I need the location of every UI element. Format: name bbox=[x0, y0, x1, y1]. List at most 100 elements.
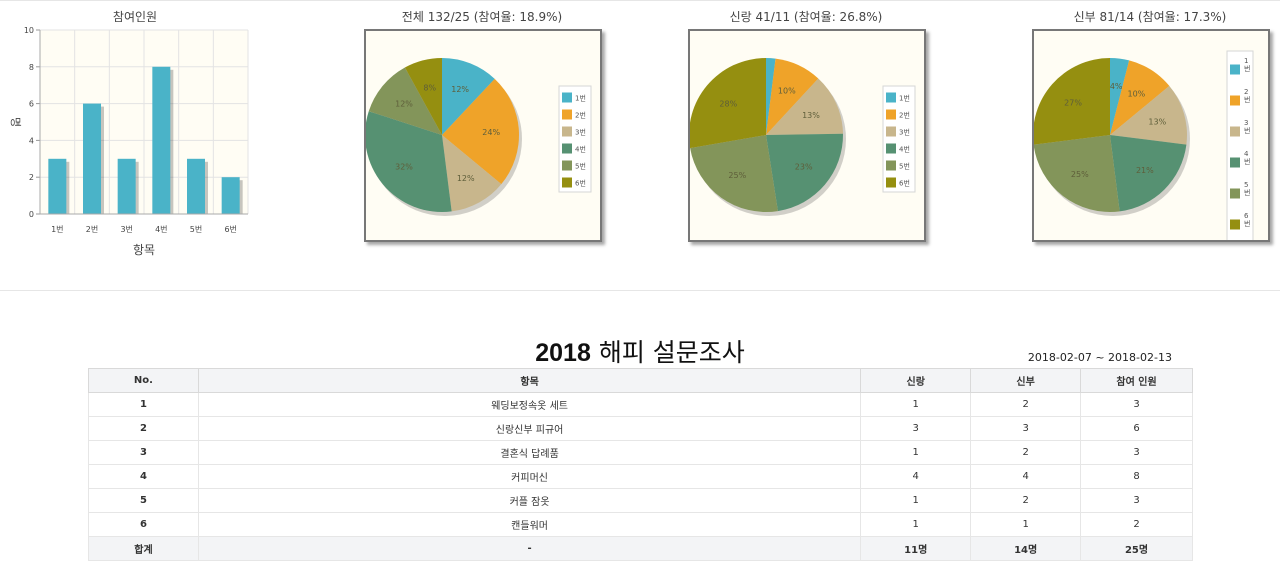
pie-chart-groom: 10% 13% 23% 25% 28% 1번 2번 3번 4번 5번 6번 bbox=[689, 58, 916, 216]
pie-slice bbox=[690, 135, 778, 212]
y-tick-label: 0 bbox=[29, 210, 34, 219]
x-tick-label: 4번 bbox=[155, 225, 167, 234]
legend-label: 4번 bbox=[899, 145, 910, 154]
header-groom: 신랑 bbox=[860, 368, 972, 393]
legend-swatch bbox=[562, 109, 572, 120]
table-row: 5 커플 잠옷 1 2 3 bbox=[88, 488, 1193, 513]
total-bride: 14명 bbox=[970, 536, 1082, 561]
row-groom: 1 bbox=[860, 512, 972, 537]
row-total: 6 bbox=[1080, 416, 1193, 441]
legend-label: 6번 bbox=[575, 179, 586, 188]
legend-swatch bbox=[562, 143, 572, 154]
pie-slice-label: 25% bbox=[1071, 170, 1089, 179]
pie-slice-label: 21% bbox=[1136, 166, 1154, 175]
pie-slice-label: 24% bbox=[482, 128, 500, 137]
survey-title: 2018 해피 설문조사 bbox=[0, 333, 1280, 369]
pie-slice bbox=[365, 111, 452, 212]
legend-swatch bbox=[1230, 219, 1240, 230]
row-no: 6 bbox=[88, 512, 199, 537]
table-row: 2 신랑신부 피규어 3 3 6 bbox=[88, 416, 1193, 441]
header-total: 참여 인원 bbox=[1080, 368, 1193, 393]
pie-slice-label: 25% bbox=[728, 171, 746, 180]
top-border bbox=[0, 0, 1280, 1]
survey-date-range: 2018-02-07 ~ 2018-02-13 bbox=[1027, 351, 1172, 364]
total-total: 25명 bbox=[1080, 536, 1193, 561]
pie-legend bbox=[558, 85, 592, 193]
legend-swatch bbox=[886, 143, 896, 154]
pie-slice bbox=[442, 78, 519, 185]
row-bride: 1 bbox=[970, 512, 1082, 537]
row-bride: 4 bbox=[970, 464, 1082, 489]
row-bride: 2 bbox=[970, 488, 1082, 513]
row-bride: 3 bbox=[970, 416, 1082, 441]
row-groom: 3 bbox=[860, 416, 972, 441]
row-item: 커플 잠옷 bbox=[197, 488, 862, 513]
table-row: 3 결혼식 답례품 1 2 3 bbox=[88, 440, 1193, 465]
table-row: 1 웨딩보정속옷 세트 1 2 3 bbox=[88, 392, 1193, 417]
pie-slice-label: 13% bbox=[802, 111, 820, 120]
pie-slice bbox=[689, 58, 766, 149]
pie-slice bbox=[1110, 60, 1170, 135]
x-tick-label: 2번 bbox=[86, 225, 98, 234]
legend-swatch bbox=[1230, 95, 1240, 106]
pie-slice-label: 12% bbox=[395, 100, 413, 109]
x-tick-label: 1번 bbox=[51, 225, 63, 234]
legend-swatch bbox=[1230, 188, 1240, 199]
y-axis-label: 명 bbox=[9, 117, 22, 127]
legend-label: 3번 bbox=[575, 128, 586, 137]
pie-slice bbox=[1110, 58, 1130, 135]
row-no: 4 bbox=[88, 464, 199, 489]
pie-slice-label: 23% bbox=[795, 163, 813, 172]
row-item: 신랑신부 피규어 bbox=[197, 416, 862, 441]
pie-slice bbox=[442, 135, 502, 212]
legend-label: 3번 bbox=[899, 128, 910, 137]
y-tick-label: 10 bbox=[24, 26, 34, 35]
pie-chart-total-title: 전체 132/25 (참여율: 18.9%) bbox=[401, 10, 563, 24]
pie-slice bbox=[766, 58, 819, 135]
legend-swatch bbox=[886, 126, 896, 137]
x-tick-label: 3번 bbox=[120, 225, 132, 234]
legend-label: 5번 bbox=[899, 162, 910, 171]
pie-chart-bride: 4% 10% 13% 21% 25% 27% 1 번 2 번 3 번 4 번 5 번 6 번 bbox=[1033, 50, 1254, 242]
pie-slice-label: 12% bbox=[457, 174, 475, 183]
pie-slice bbox=[766, 78, 843, 135]
legend-label: 1번 bbox=[575, 94, 586, 103]
row-no: 5 bbox=[88, 488, 199, 513]
section-divider bbox=[0, 290, 1280, 291]
row-item: 커피머신 bbox=[197, 464, 862, 489]
legend-label: 6번 bbox=[899, 179, 910, 188]
pie-chart-groom-box: 10% 13% 23% 25% 28% 1번 2번 3번 4번 5번 6번 bbox=[688, 29, 926, 242]
pie-slice bbox=[368, 67, 442, 135]
pie-chart-bride-box: 4% 10% 13% 21% 25% 27% 1 번 2 번 3 번 4 번 5 번 6 번 bbox=[1032, 29, 1270, 242]
row-item: 웨딩보정속옷 세트 bbox=[197, 392, 862, 417]
bar bbox=[187, 158, 205, 214]
bar-chart-title: 참여인원 bbox=[112, 10, 158, 24]
row-groom: 4 bbox=[860, 464, 972, 489]
row-groom: 1 bbox=[860, 488, 972, 513]
table-row: 4 커피머신 4 4 8 bbox=[88, 464, 1193, 489]
legend-label: 2번 bbox=[899, 111, 910, 120]
legend-swatch bbox=[886, 177, 896, 188]
legend-swatch bbox=[886, 92, 896, 103]
total-label: 합계 bbox=[88, 536, 199, 561]
pie-slice bbox=[1110, 135, 1187, 212]
legend-swatch bbox=[562, 160, 572, 171]
legend-label: 2번 bbox=[575, 111, 586, 120]
pie-legend bbox=[1226, 50, 1254, 242]
pie-slice-label: 13% bbox=[1148, 117, 1166, 126]
y-tick-label: 8 bbox=[29, 63, 34, 72]
row-no: 3 bbox=[88, 440, 199, 465]
legend-label: 4번 bbox=[575, 145, 586, 154]
pie-chart-groom-title: 신랑 41/11 (참여율: 26.8%) bbox=[729, 10, 883, 24]
pie-slice bbox=[1110, 85, 1187, 145]
legend-swatch bbox=[562, 177, 572, 188]
row-bride: 2 bbox=[970, 392, 1082, 417]
pie-slice bbox=[442, 58, 495, 135]
y-tick-label: 4 bbox=[29, 136, 34, 145]
pie-chart-bride-title: 신부 81/14 (참여율: 17.3%) bbox=[1073, 10, 1227, 24]
y-tick-label: 6 bbox=[29, 100, 34, 109]
pie-chart-total: 12% 24% 12% 32% 12% 8% 1번 2번 3번 4번 5번 6번 bbox=[365, 58, 592, 216]
row-total: 3 bbox=[1080, 392, 1193, 417]
